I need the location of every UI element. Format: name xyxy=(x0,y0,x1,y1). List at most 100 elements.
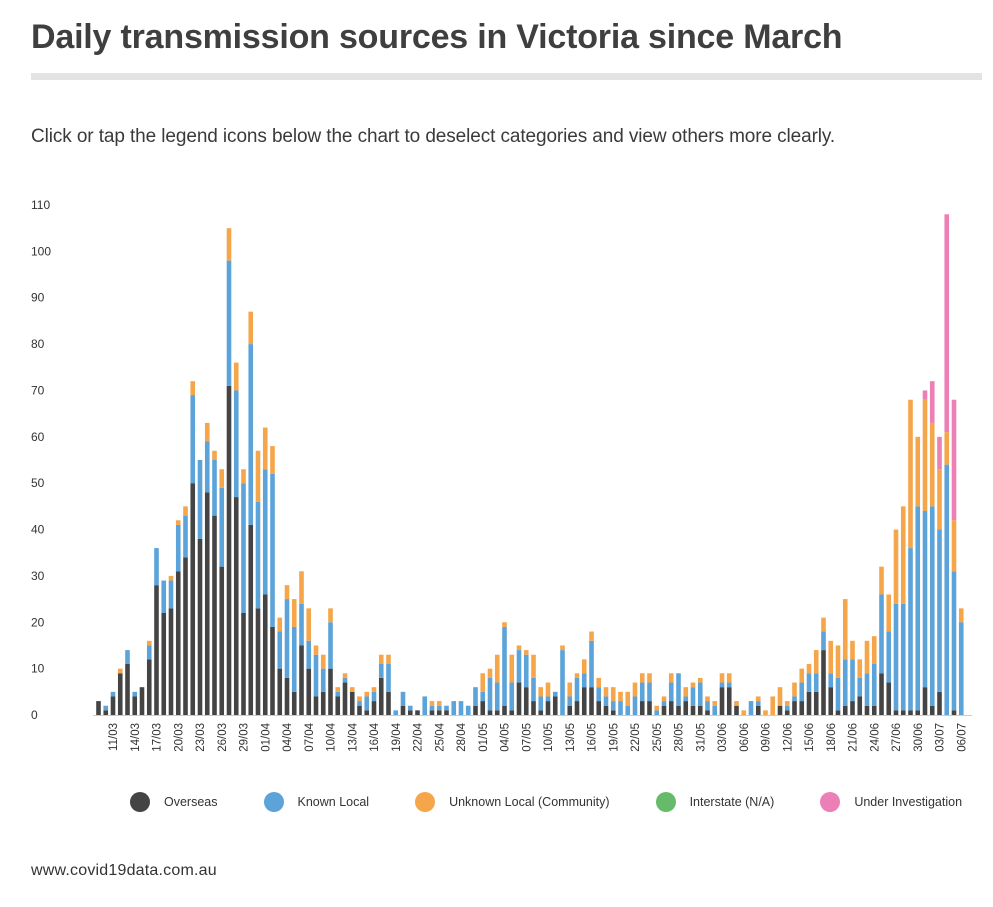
bar-segment-known-local[interactable] xyxy=(335,691,341,697)
bar-segment-overseas[interactable] xyxy=(879,673,884,715)
bar-segment-overseas[interactable] xyxy=(444,710,449,715)
bar-segment-known-local[interactable] xyxy=(422,696,428,715)
bar-segment-unknown-local-community[interactable] xyxy=(734,701,739,706)
bar-segment-unknown-local-community[interactable] xyxy=(378,654,384,664)
source-url[interactable]: www.covid19data.com.au xyxy=(31,862,217,879)
bar-segment-known-local[interactable] xyxy=(632,696,638,715)
bar-segment-known-local[interactable] xyxy=(270,473,275,627)
bar-segment-overseas[interactable] xyxy=(175,571,181,715)
bar-segment-known-local[interactable] xyxy=(864,673,870,706)
bar-segment-unknown-local-community[interactable] xyxy=(639,673,645,683)
bar-segment-overseas[interactable] xyxy=(552,696,558,715)
bar-segment-known-local[interactable] xyxy=(661,701,667,706)
bar-segment-overseas[interactable] xyxy=(857,696,863,715)
bar-segment-overseas[interactable] xyxy=(226,385,232,715)
legend-item-known-local[interactable]: Known Local xyxy=(263,792,369,812)
bar-segment-known-local[interactable] xyxy=(784,705,790,711)
bar-segment-unknown-local-community[interactable] xyxy=(219,469,225,488)
bar-segment-unknown-local-community[interactable] xyxy=(429,701,435,706)
bar-segment-overseas[interactable] xyxy=(204,492,210,715)
bar-segment-unknown-local-community[interactable] xyxy=(581,659,587,674)
bar-segment-known-local[interactable] xyxy=(886,631,892,683)
bar-segment-known-local[interactable] xyxy=(465,705,471,715)
bar-segment-known-local[interactable] xyxy=(328,622,333,669)
bar-segment-unknown-local-community[interactable] xyxy=(494,654,500,683)
bar-segment-overseas[interactable] xyxy=(117,673,123,715)
bar-segment-unknown-local-community[interactable] xyxy=(603,687,609,697)
bar-segment-overseas[interactable] xyxy=(407,710,413,715)
bar-segment-overseas[interactable] xyxy=(219,566,225,715)
bar-segment-known-local[interactable] xyxy=(603,696,609,706)
bar-segment-known-local[interactable] xyxy=(726,682,732,688)
bar-segment-known-local[interactable] xyxy=(183,515,188,558)
bar-segment-known-local[interactable] xyxy=(668,682,674,702)
bar-segment-unknown-local-community[interactable] xyxy=(306,608,312,641)
bar-segment-known-local[interactable] xyxy=(589,640,594,688)
bar-segment-known-local[interactable] xyxy=(654,710,660,715)
bar-segment-overseas[interactable] xyxy=(734,705,739,715)
bar-segment-overseas[interactable] xyxy=(197,538,203,715)
legend-item-unknown-local-community[interactable]: Unknown Local (Community) xyxy=(415,792,610,812)
bar-segment-unknown-local-community[interactable] xyxy=(480,673,486,692)
bar-segment-overseas[interactable] xyxy=(821,650,826,715)
bar-segment-known-local[interactable] xyxy=(451,701,457,715)
bar-segment-known-local[interactable] xyxy=(313,654,319,697)
bar-segment-overseas[interactable] xyxy=(103,710,109,715)
bar-segment-known-local[interactable] xyxy=(262,469,268,595)
bar-segment-unknown-local-community[interactable] xyxy=(183,506,188,516)
bar-segment-unknown-local-community[interactable] xyxy=(951,520,957,572)
bar-segment-known-local[interactable] xyxy=(480,691,486,702)
bar-segment-known-local[interactable] xyxy=(494,682,500,711)
bar-segment-overseas[interactable] xyxy=(661,705,667,715)
bar-segment-overseas[interactable] xyxy=(328,668,333,715)
bar-segment-unknown-local-community[interactable] xyxy=(661,696,667,702)
bar-segment-known-local[interactable] xyxy=(618,701,623,715)
bar-segment-overseas[interactable] xyxy=(799,701,805,715)
bar-segment-overseas[interactable] xyxy=(886,682,892,715)
bar-segment-known-local[interactable] xyxy=(371,691,377,702)
bar-segment-known-local[interactable] xyxy=(610,701,616,711)
bar-segment-known-local[interactable] xyxy=(748,701,754,715)
bar-segment-known-local[interactable] xyxy=(944,464,950,715)
bar-segment-known-local[interactable] xyxy=(219,487,225,567)
bar-segment-known-local[interactable] xyxy=(929,506,935,706)
bar-segment-overseas[interactable] xyxy=(726,687,732,715)
bar-segment-unknown-local-community[interactable] xyxy=(799,668,805,683)
bar-segment-unknown-local-community[interactable] xyxy=(850,640,855,660)
bar-segment-overseas[interactable] xyxy=(110,696,116,715)
bar-segment-known-local[interactable] xyxy=(284,599,290,678)
bar-segment-overseas[interactable] xyxy=(951,710,957,715)
bar-segment-known-local[interactable] xyxy=(937,529,942,692)
bar-segment-unknown-local-community[interactable] xyxy=(908,399,913,549)
bar-segment-known-local[interactable] xyxy=(958,622,964,715)
bar-segment-overseas[interactable] xyxy=(473,705,478,715)
bar-segment-overseas[interactable] xyxy=(291,691,297,715)
bar-segment-overseas[interactable] xyxy=(96,701,101,715)
bar-segment-overseas[interactable] xyxy=(146,659,152,715)
bar-segment-overseas[interactable] xyxy=(429,710,435,715)
bar-segment-known-local[interactable] xyxy=(835,677,841,711)
bar-segment-overseas[interactable] xyxy=(494,710,500,715)
bar-segment-unknown-local-community[interactable] xyxy=(299,571,304,604)
bar-segment-known-local[interactable] xyxy=(364,696,370,711)
bar-segment-unknown-local-community[interactable] xyxy=(226,228,232,261)
bar-segment-unknown-local-community[interactable] xyxy=(632,682,638,697)
bar-segment-unknown-local-community[interactable] xyxy=(538,687,544,697)
bar-segment-overseas[interactable] xyxy=(813,691,819,715)
bar-segment-known-local[interactable] xyxy=(900,603,906,711)
bar-segment-known-local[interactable] xyxy=(625,705,631,715)
bar-segment-unknown-local-community[interactable] xyxy=(248,311,254,345)
bar-segment-overseas[interactable] xyxy=(893,710,899,715)
bar-segment-known-local[interactable] xyxy=(291,626,297,692)
bar-segment-unknown-local-community[interactable] xyxy=(763,710,768,715)
bar-segment-unknown-local-community[interactable] xyxy=(922,399,928,511)
bar-segment-known-local[interactable] xyxy=(842,659,848,706)
bar-segment-unknown-local-community[interactable] xyxy=(654,705,660,711)
legend-swatch-icon[interactable] xyxy=(820,792,841,812)
bar-segment-unknown-local-community[interactable] xyxy=(697,677,703,683)
bar-segment-known-local[interactable] xyxy=(683,696,689,702)
bar-segment-overseas[interactable] xyxy=(929,705,935,715)
bar-segment-overseas[interactable] xyxy=(299,645,304,715)
bar-segment-known-local[interactable] xyxy=(567,696,573,706)
bar-segment-known-local[interactable] xyxy=(255,501,261,609)
